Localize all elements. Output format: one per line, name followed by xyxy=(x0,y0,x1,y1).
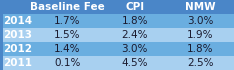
Bar xyxy=(3,56,33,70)
Bar xyxy=(3,14,33,28)
Bar xyxy=(33,28,102,42)
Text: 1.7%: 1.7% xyxy=(54,16,81,26)
Bar xyxy=(167,56,234,70)
Text: Baseline Fee: Baseline Fee xyxy=(30,2,105,12)
Text: 0.1%: 0.1% xyxy=(54,58,81,68)
Text: 2.5%: 2.5% xyxy=(187,58,214,68)
Text: 2.4%: 2.4% xyxy=(121,30,148,40)
Text: 2012: 2012 xyxy=(3,44,32,54)
Text: 3.0%: 3.0% xyxy=(121,44,148,54)
Bar xyxy=(33,14,102,28)
Bar xyxy=(3,42,33,56)
Bar xyxy=(167,42,234,56)
Text: CPI: CPI xyxy=(125,2,144,12)
Bar xyxy=(3,0,33,14)
Text: 1.9%: 1.9% xyxy=(187,30,214,40)
Bar xyxy=(167,28,234,42)
Text: 2014: 2014 xyxy=(3,16,32,26)
Bar xyxy=(102,28,167,42)
Bar xyxy=(102,42,167,56)
Bar xyxy=(33,0,102,14)
Bar xyxy=(167,14,234,28)
Bar xyxy=(3,28,33,42)
Text: 1.8%: 1.8% xyxy=(187,44,214,54)
Text: 1.5%: 1.5% xyxy=(54,30,81,40)
Text: 4.5%: 4.5% xyxy=(121,58,148,68)
Bar xyxy=(102,14,167,28)
Bar xyxy=(102,0,167,14)
Bar xyxy=(33,42,102,56)
Bar xyxy=(33,56,102,70)
Text: 1.8%: 1.8% xyxy=(121,16,148,26)
Text: NMW: NMW xyxy=(185,2,216,12)
Bar xyxy=(167,0,234,14)
Text: 2011: 2011 xyxy=(3,58,32,68)
Text: 1.4%: 1.4% xyxy=(54,44,81,54)
Text: 3.0%: 3.0% xyxy=(187,16,214,26)
Text: 2013: 2013 xyxy=(3,30,32,40)
Bar xyxy=(102,56,167,70)
